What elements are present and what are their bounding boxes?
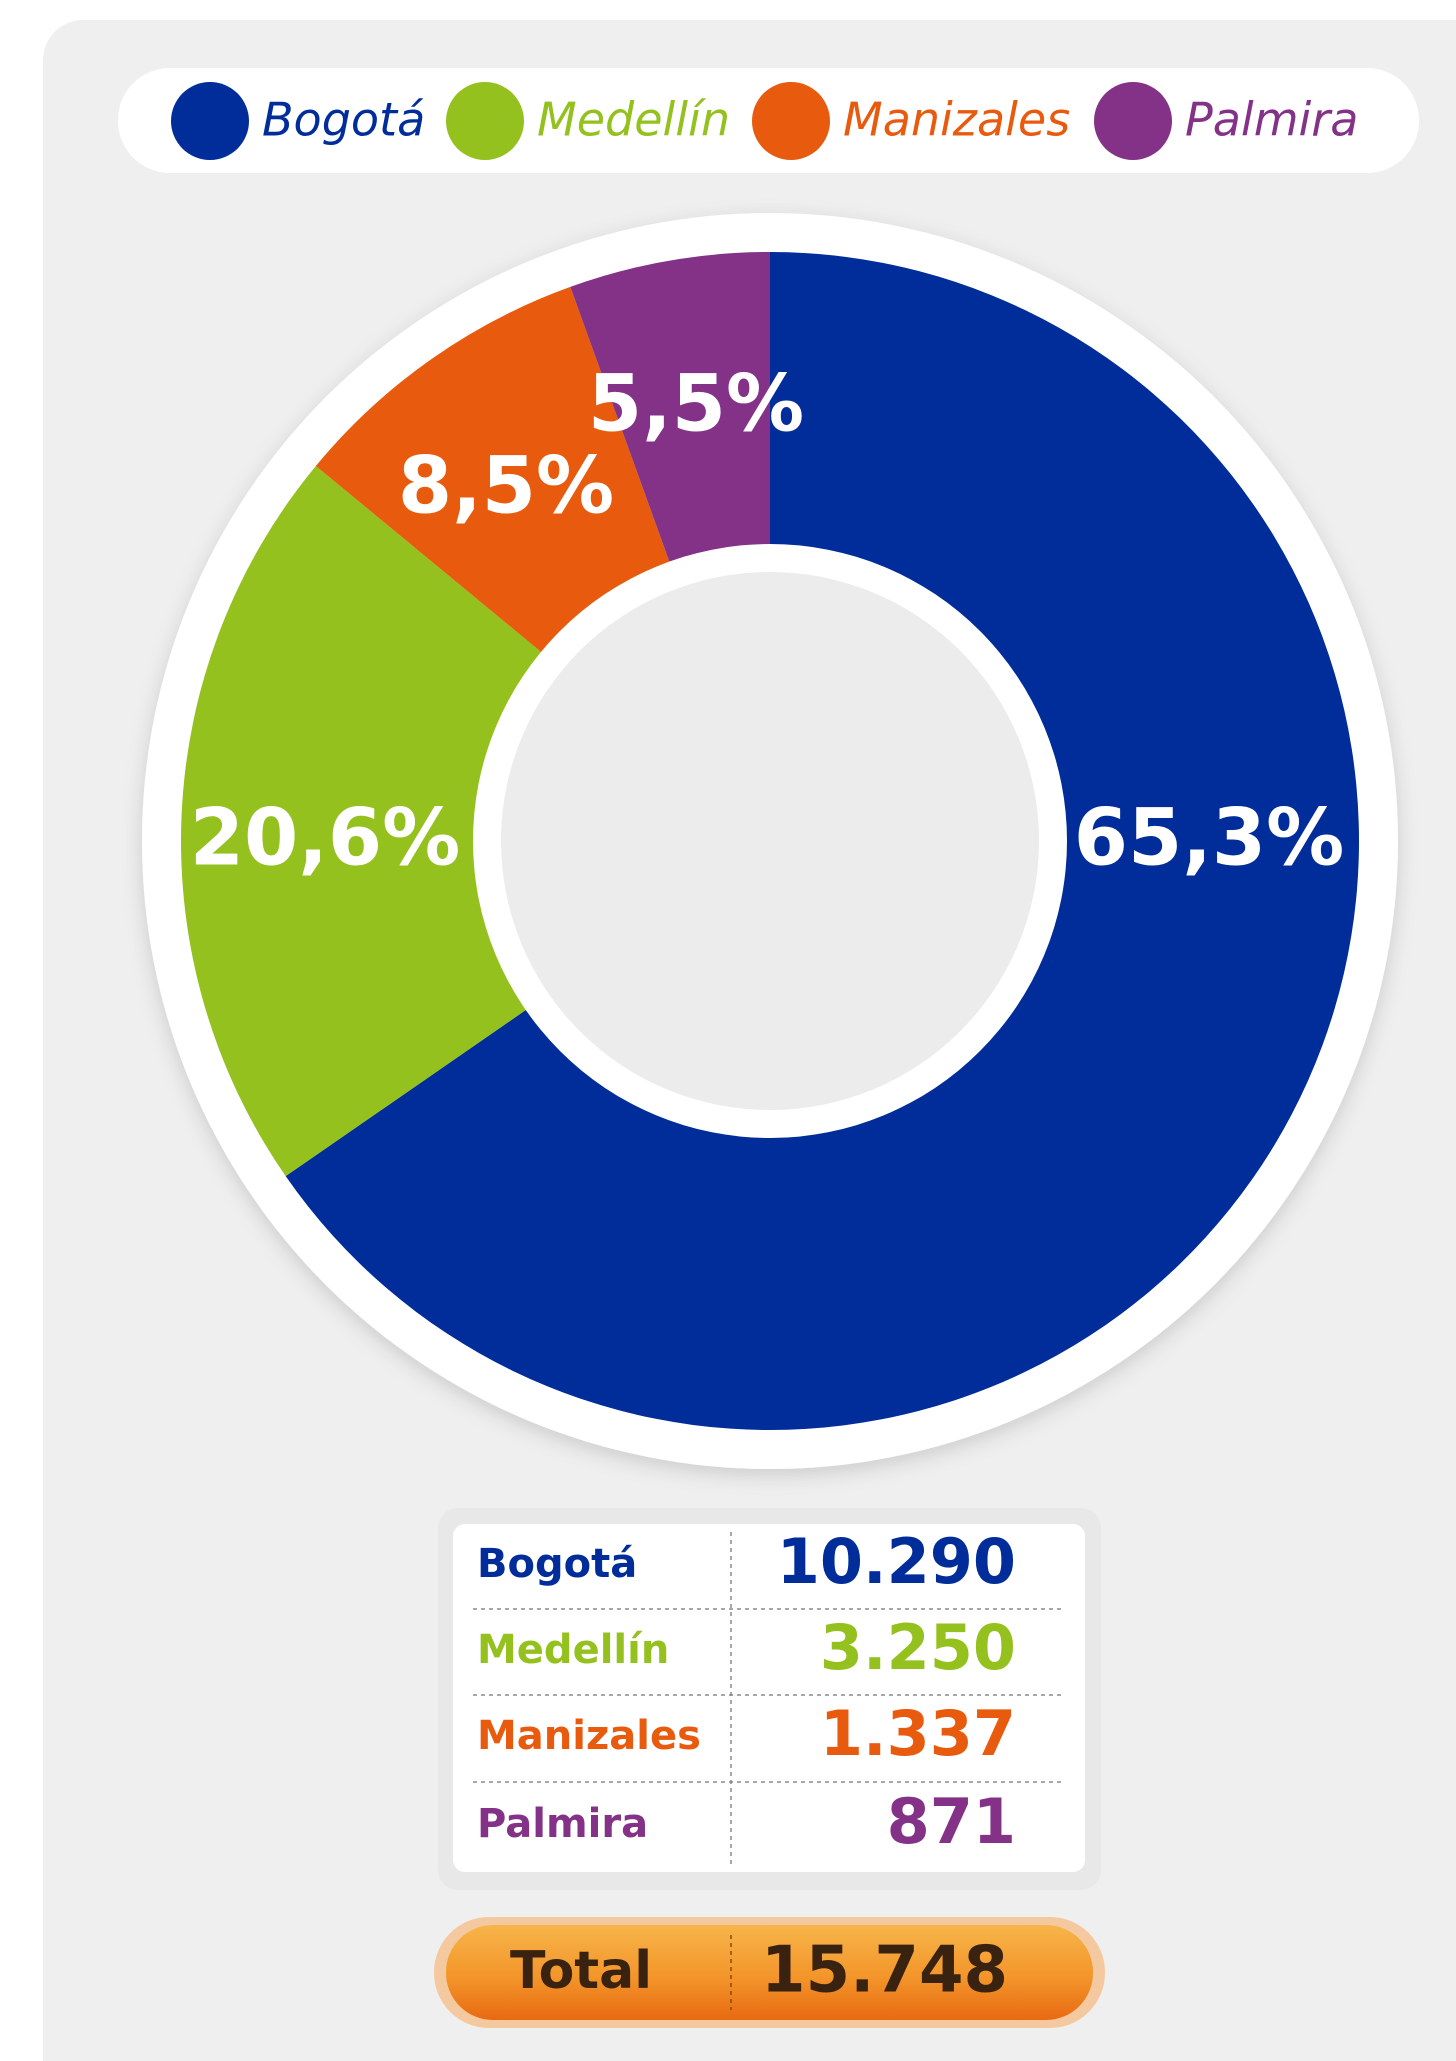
row-value: 871 [887,1785,1016,1858]
donut-hole [501,572,1039,1110]
total-value: 15.748 [761,1934,1008,2008]
legend-swatch [752,82,830,160]
row-name: Palmira [477,1801,648,1847]
row-name: Medellín [477,1627,669,1673]
labels: 65,3% 20,6% 8,5%5,5% [190,359,1345,883]
table-box [453,1524,1085,1872]
row-value: 3.250 [820,1611,1016,1684]
slice-label: 65,3% [1074,793,1345,883]
total-label: Total [510,1941,652,2001]
legend-swatch [1094,82,1172,160]
legend-swatch [446,82,524,160]
row-value: 1.337 [820,1697,1016,1770]
legend-label: Bogotá [262,93,425,147]
table: Bogotá 10.290 Medellín 3.250 Manizales 1.337 P… [473,1525,1064,1858]
slice-label: 20,6% [190,793,461,883]
row-value: 10.290 [777,1525,1016,1598]
legend-label: Manizales [843,93,1070,147]
slice-label: 8,5% [398,441,614,531]
legend-swatch [171,82,249,160]
row-name: Bogotá [477,1541,637,1587]
row-name: Manizales [477,1713,701,1759]
legend-label: Palmira [1185,93,1358,147]
total-box [446,1925,1093,2020]
slice-label: 5,5% [588,359,804,449]
legend-label: Medellín [537,93,730,147]
